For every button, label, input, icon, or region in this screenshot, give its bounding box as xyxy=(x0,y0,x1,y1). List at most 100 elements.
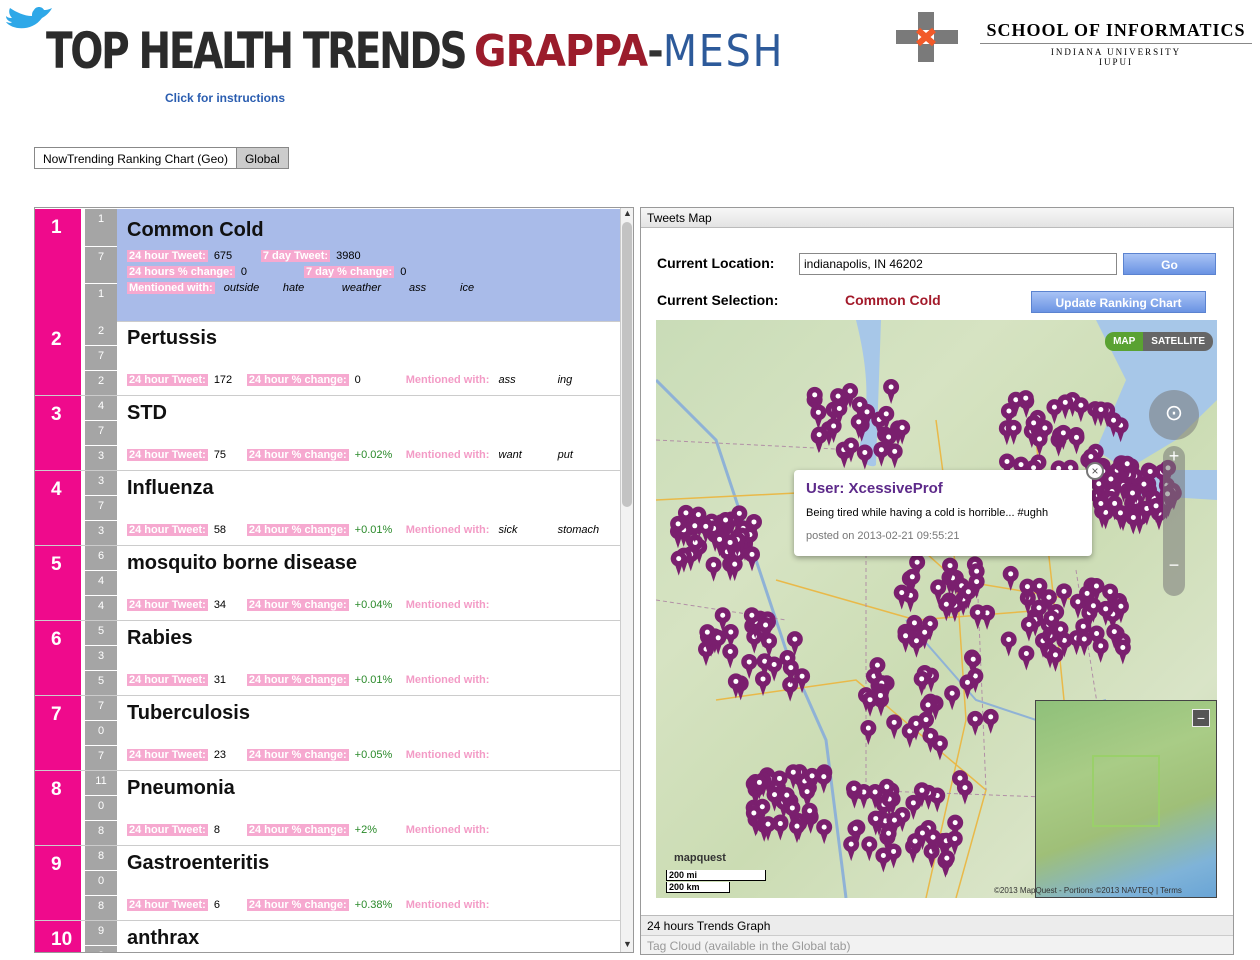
ranking-scrollbar[interactable]: ▲ ▼ xyxy=(620,208,633,952)
tweet-marker-icon[interactable] xyxy=(778,787,795,813)
tweet-marker-icon[interactable] xyxy=(1046,399,1063,425)
tweet-marker-icon[interactable] xyxy=(771,770,788,796)
tweet-marker-icon[interactable] xyxy=(1125,509,1142,535)
collapse-overview-icon[interactable]: − xyxy=(1192,709,1210,727)
tweet-marker-icon[interactable] xyxy=(1112,598,1129,624)
tweet-marker-icon[interactable] xyxy=(873,441,890,467)
tweet-marker-icon[interactable] xyxy=(816,819,833,845)
tweet-marker-icon[interactable] xyxy=(913,670,930,696)
tweet-marker-icon[interactable] xyxy=(1092,401,1109,427)
tweet-marker-icon[interactable] xyxy=(785,764,802,790)
tweet-marker-icon[interactable] xyxy=(944,685,961,711)
map-view-button[interactable]: MAP xyxy=(1105,332,1144,351)
close-icon[interactable]: × xyxy=(1086,462,1104,480)
tweet-marker-icon[interactable] xyxy=(842,383,859,409)
tweet-marker-icon[interactable] xyxy=(1068,429,1085,455)
tweet-marker-icon[interactable] xyxy=(722,643,739,669)
go-button[interactable]: Go xyxy=(1123,253,1216,275)
map-type-toggle[interactable]: MAP SATELLITE xyxy=(1105,332,1213,351)
tweet-marker-icon[interactable] xyxy=(815,768,832,794)
zoom-in-icon[interactable]: + xyxy=(1168,446,1180,466)
popup-user[interactable]: User: XcessiveProf xyxy=(806,480,943,497)
tweet-marker-icon[interactable] xyxy=(956,779,973,805)
tweet-marker-icon[interactable] xyxy=(1076,630,1093,656)
tweet-marker-icon[interactable] xyxy=(831,400,848,426)
tweet-marker-icon[interactable] xyxy=(918,711,935,737)
overview-map[interactable]: − xyxy=(1035,700,1217,898)
tweet-marker-icon[interactable] xyxy=(705,556,722,582)
tweet-marker-icon[interactable] xyxy=(717,511,734,537)
tweet-marker-icon[interactable] xyxy=(913,782,930,808)
tweet-marker-icon[interactable] xyxy=(906,614,923,640)
tweet-marker-icon[interactable] xyxy=(982,708,999,734)
tweet-marker-icon[interactable] xyxy=(1119,455,1136,481)
tweet-marker-icon[interactable] xyxy=(1088,578,1105,604)
tweet-marker-icon[interactable] xyxy=(867,810,884,836)
tweet-marker-icon[interactable] xyxy=(745,513,762,539)
tweet-marker-icon[interactable] xyxy=(880,825,897,851)
tweet-marker-icon[interactable] xyxy=(946,830,963,856)
tweet-marker-icon[interactable] xyxy=(1097,600,1114,626)
tweet-marker-icon[interactable] xyxy=(883,379,900,405)
tweet-marker-icon[interactable] xyxy=(885,843,902,869)
trends-graph-header[interactable]: 24 hours Trends Graph xyxy=(641,915,1233,935)
tweet-marker-icon[interactable] xyxy=(965,651,982,677)
tweet-marker-icon[interactable] xyxy=(786,631,803,657)
tweet-marker-icon[interactable] xyxy=(878,405,895,431)
tweet-marker-icon[interactable] xyxy=(1043,610,1060,636)
tweet-marker-icon[interactable] xyxy=(1031,577,1048,603)
tweet-marker-icon[interactable] xyxy=(847,820,864,846)
tweet-marker-icon[interactable] xyxy=(1056,583,1073,609)
tweet-marker-icon[interactable] xyxy=(1018,645,1035,671)
tweet-marker-icon[interactable] xyxy=(801,802,818,828)
ranking-row-10[interactable]: 10 93 anthrax xyxy=(35,921,621,952)
tweet-marker-icon[interactable] xyxy=(893,584,910,610)
tweet-marker-icon[interactable] xyxy=(1017,390,1034,416)
tweet-marker-icon[interactable] xyxy=(794,668,811,694)
tab-global[interactable]: Global xyxy=(236,147,289,169)
tweet-marker-icon[interactable] xyxy=(916,624,933,650)
scroll-down-arrow-icon[interactable]: ▼ xyxy=(623,939,632,949)
tweet-marker-icon[interactable] xyxy=(886,714,903,740)
tweet-marker-icon[interactable] xyxy=(1112,504,1129,530)
tweet-marker-icon[interactable] xyxy=(842,437,859,463)
overview-viewport-box[interactable] xyxy=(1092,755,1160,827)
tweet-marker-icon[interactable] xyxy=(782,676,799,702)
tweet-marker-icon[interactable] xyxy=(1114,639,1131,665)
tweet-marker-icon[interactable] xyxy=(806,386,823,412)
pan-control-icon[interactable]: ⊙ xyxy=(1149,390,1199,440)
tweet-marker-icon[interactable] xyxy=(1092,495,1109,521)
tweet-marker-icon[interactable] xyxy=(923,843,940,869)
tweet-marker-icon[interactable] xyxy=(697,518,714,544)
tab-ranking-chart-geo[interactable]: NowTrending Ranking Chart (Geo) xyxy=(34,147,237,169)
tweet-marker-icon[interactable] xyxy=(745,804,762,830)
tweets-map-header[interactable]: Tweets Map xyxy=(641,208,1233,228)
tweet-marker-icon[interactable] xyxy=(760,816,777,842)
tweet-marker-icon[interactable] xyxy=(804,767,821,793)
tweet-marker-icon[interactable] xyxy=(727,673,744,699)
tweet-marker-icon[interactable] xyxy=(714,607,731,633)
tweet-marker-icon[interactable] xyxy=(969,604,986,630)
tweet-marker-icon[interactable] xyxy=(859,403,876,429)
tweet-marker-icon[interactable] xyxy=(845,780,862,806)
location-input[interactable] xyxy=(799,253,1117,275)
tweet-marker-icon[interactable] xyxy=(960,583,977,609)
tweet-marker-icon[interactable] xyxy=(1030,599,1047,625)
tweet-marker-icon[interactable] xyxy=(869,657,886,683)
tweet-marker-icon[interactable] xyxy=(670,515,687,541)
ranking-row-8[interactable]: 8 11 0 8 Pneumonia 24 hour Tweet: 8 24 hour… xyxy=(35,771,621,846)
tweet-marker-icon[interactable] xyxy=(1040,589,1057,615)
map-navigation-control[interactable]: ⊙ + − xyxy=(1149,390,1199,596)
tweet-marker-icon[interactable] xyxy=(1088,625,1105,651)
tweet-marker-icon[interactable] xyxy=(872,687,889,713)
tweet-marker-icon[interactable] xyxy=(710,629,727,655)
tweet-marker-icon[interactable] xyxy=(782,659,799,685)
tweet-marker-icon[interactable] xyxy=(1020,616,1037,642)
tweet-marker-icon[interactable] xyxy=(743,607,760,633)
